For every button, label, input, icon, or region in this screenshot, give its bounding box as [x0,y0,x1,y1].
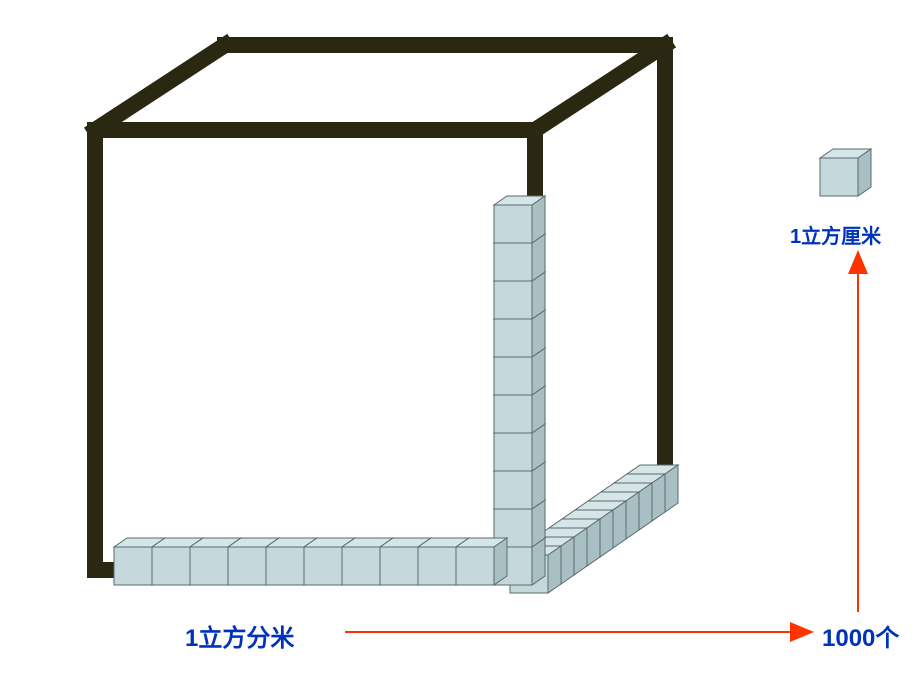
legend-small-cube [820,149,871,196]
label-thousand: 1000个 [822,618,899,653]
small-cubes-front-row [114,538,507,585]
label-cubic-decimeter: 1立方分米 [185,618,294,653]
small-cubes-vertical-column [494,196,545,585]
diagram-svg [0,0,920,690]
label-cubic-centimeter: 1立方厘米 [790,220,881,249]
big-cube-frame [95,45,665,570]
small-cube [456,538,507,585]
small-cube [494,196,545,243]
